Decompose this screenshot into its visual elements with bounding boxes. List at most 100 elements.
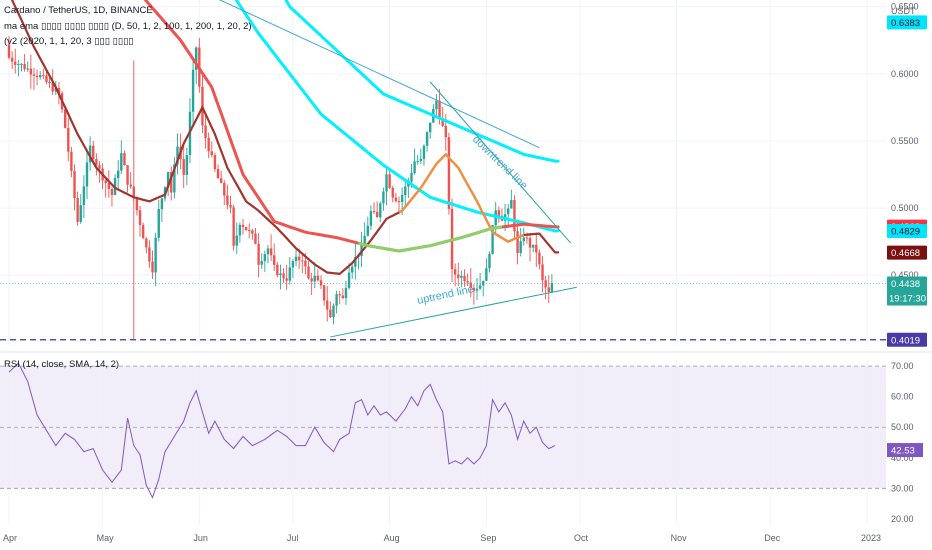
candle-countdown: 19:17:30 — [889, 294, 926, 305]
candle-body — [372, 211, 376, 213]
candle-body — [67, 127, 70, 152]
candle-body — [460, 275, 463, 278]
rsi-axis[interactable]: 70.00 60.00 50.00 40.00 30.00 20.00 42.53 — [887, 361, 923, 524]
candle-body — [76, 198, 79, 222]
time-tick: May — [97, 533, 115, 543]
candle-body — [491, 225, 494, 255]
candle-body — [453, 269, 457, 275]
candle-body — [435, 100, 438, 109]
candle-body — [469, 282, 472, 288]
rsi-current-tag — [887, 443, 923, 458]
candle-body — [273, 255, 276, 265]
candle-body — [166, 172, 170, 188]
candle-body — [550, 283, 554, 292]
candle-body — [232, 207, 235, 246]
candle-body — [23, 63, 26, 70]
price-tick: 0.5500 — [891, 136, 919, 146]
candle-body — [519, 241, 522, 253]
candle-body — [269, 248, 273, 256]
candle-body — [329, 309, 332, 318]
candle-body — [260, 261, 263, 265]
candle-body — [375, 211, 379, 218]
candle-body — [120, 153, 123, 171]
candle-body — [416, 161, 419, 163]
candle-body — [485, 268, 488, 281]
price-tag-label: 0.4438 — [891, 279, 920, 290]
uptrend-label: uptrend line — [416, 283, 475, 307]
candle-body — [410, 173, 413, 182]
candle-body — [185, 155, 189, 175]
candle-body — [463, 275, 466, 282]
candle-body — [347, 272, 351, 288]
candle-body — [322, 285, 326, 301]
candle-body — [425, 132, 429, 146]
time-axis[interactable]: Apr May Jun Jul Aug Sep Oct Nov Dec 2023 — [3, 533, 881, 543]
candle-body — [447, 137, 451, 209]
price-tick: 0.6000 — [891, 69, 919, 79]
candle-body — [204, 125, 207, 139]
time-tick: Jul — [287, 533, 299, 543]
candle-body — [344, 287, 348, 299]
candle-body — [123, 153, 126, 166]
candle-body — [457, 274, 460, 278]
candle-body — [104, 180, 107, 184]
trendlines[interactable] — [206, 0, 577, 338]
candle-body — [207, 138, 210, 152]
candle-body — [226, 195, 229, 205]
candle-body — [254, 233, 257, 244]
ma-indicator-header[interactable]: ma ema ▯▯▯▯ ▯▯▯▯ ▯▯▯▯ (D, 50, 1, 2, 100,… — [4, 21, 252, 32]
candle-body — [382, 191, 385, 204]
candle-body — [391, 187, 394, 198]
candle-body — [48, 81, 51, 84]
rsi-panel[interactable] — [0, 362, 886, 499]
time-tick: Aug — [384, 533, 400, 543]
candle-body — [26, 68, 29, 70]
candle-body — [397, 201, 401, 203]
candle-body — [379, 203, 382, 218]
candle-body — [135, 197, 139, 211]
candle-body — [29, 68, 33, 75]
price-tag-label: 0.4019 — [891, 335, 920, 346]
candle-body — [73, 170, 76, 199]
candle-body — [313, 275, 316, 282]
candle-body — [388, 174, 391, 188]
candle-body — [63, 109, 67, 128]
v2-indicator-header[interactable]: (v2 (2020, 1, 1, 20, 3 ▯▯▯ ▯▯▯▯ — [4, 36, 134, 47]
candle-body — [535, 244, 538, 253]
candle-body — [235, 235, 238, 246]
candles[interactable] — [7, 36, 554, 340]
rsi-title[interactable]: RSI (14, close, SMA, 14, 2) — [4, 359, 119, 370]
rsi-line — [8, 362, 556, 499]
candle-body — [42, 75, 45, 77]
candle-body — [213, 155, 217, 170]
candle-body — [301, 260, 304, 262]
candle-body — [92, 145, 95, 160]
rsi-tick: 30.00 — [891, 483, 914, 493]
candle-body — [285, 278, 288, 281]
candle-body — [541, 264, 544, 281]
candle-body — [531, 244, 535, 248]
candle-body — [507, 208, 510, 215]
uptrend-line — [330, 286, 577, 338]
candle-body — [85, 162, 89, 187]
time-tick: 2023 — [861, 533, 881, 543]
candle-body — [148, 247, 151, 262]
candle-body — [366, 225, 369, 236]
price-tag-label: 0.6383 — [891, 18, 920, 29]
candle-body — [219, 178, 223, 183]
candle-body — [422, 145, 426, 159]
candle-body — [263, 254, 267, 262]
candle-body — [404, 186, 407, 195]
candle-body — [488, 254, 491, 269]
candle-body — [510, 200, 513, 209]
candle-body — [332, 305, 335, 318]
candle-body — [82, 186, 86, 206]
candle-body — [216, 169, 220, 179]
symbol-header[interactable]: Cardano / TetherUS, 1D, BINANCE — [4, 5, 153, 16]
candle-body — [472, 287, 476, 291]
candle-body — [10, 57, 14, 62]
candle-body — [279, 273, 282, 276]
candle-body — [522, 237, 525, 242]
